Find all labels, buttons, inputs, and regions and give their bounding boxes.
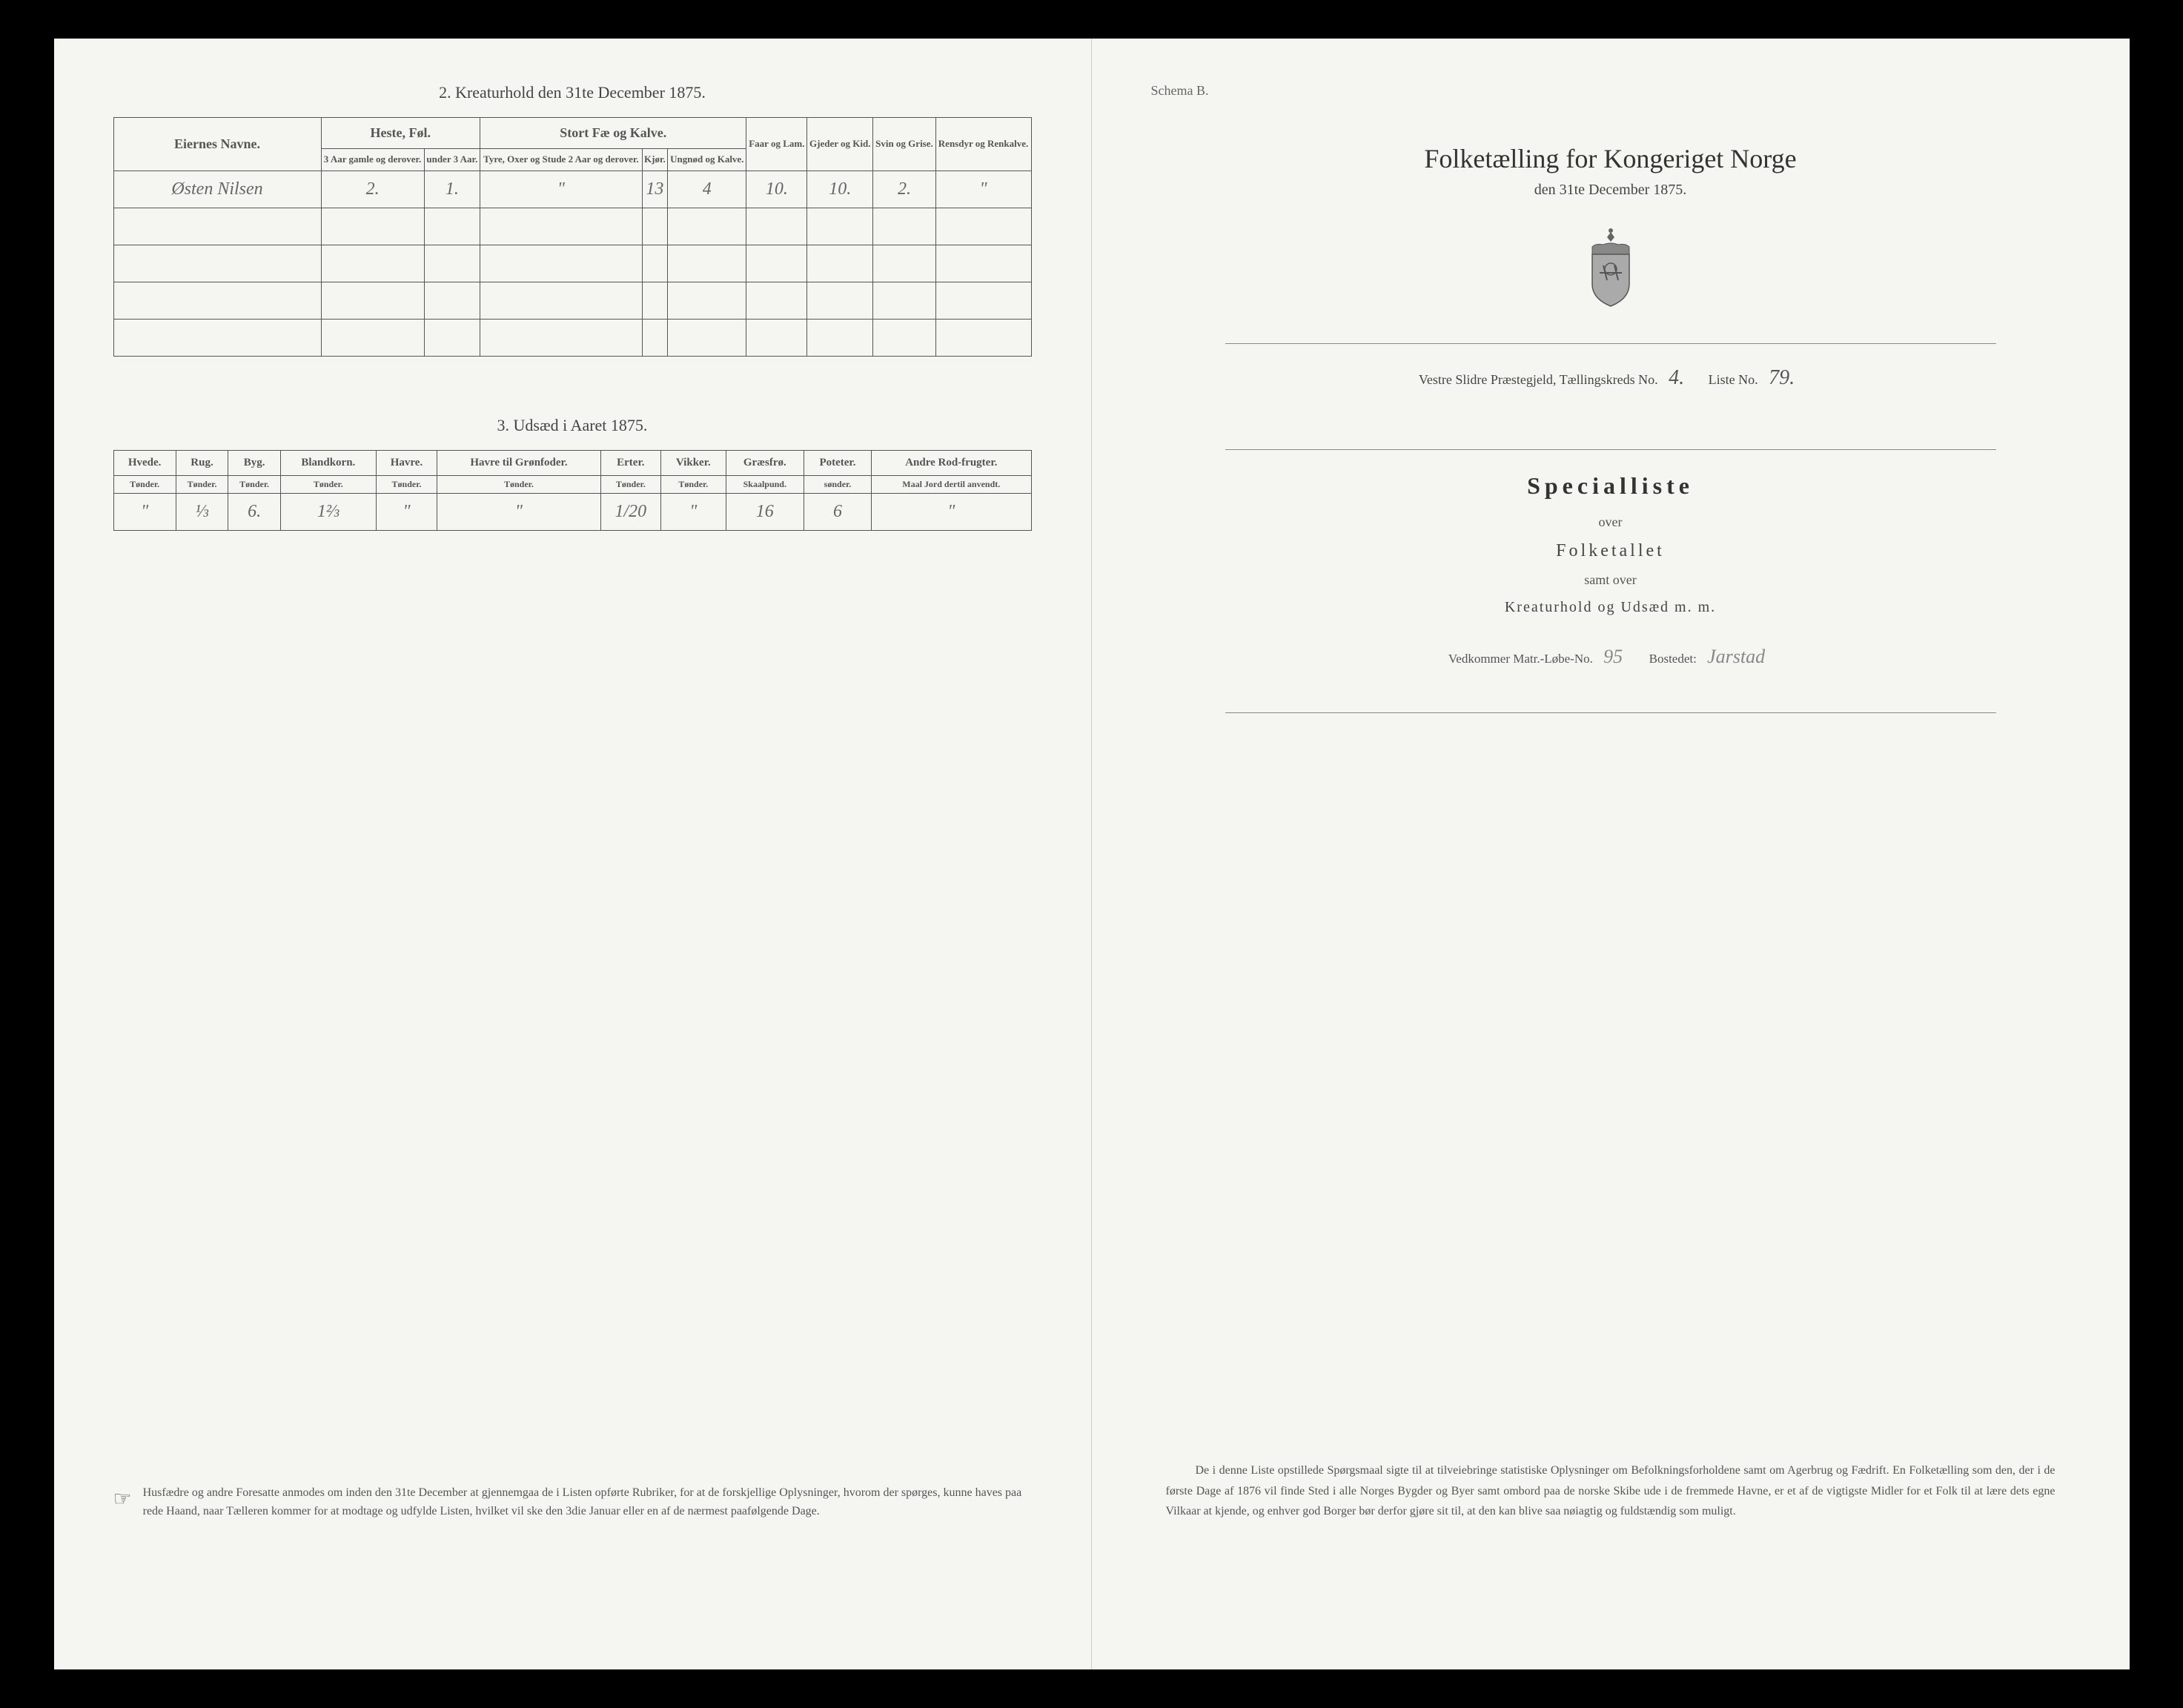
vedk-no: 95 — [1603, 646, 1623, 667]
left-footer: ☞ Husfædre og andre Foresatte anmodes om… — [113, 1483, 1032, 1521]
census-document: 2. Kreaturhold den 31te December 1875. E… — [54, 39, 2130, 1669]
cell: " — [660, 493, 726, 530]
right-page: Schema B. Folketælling for Kongeriget No… — [1092, 39, 2130, 1669]
th-unit: Tønder. — [376, 475, 437, 493]
cell: 4 — [668, 171, 746, 208]
th-unit: Tønder. — [176, 475, 228, 493]
cell: " — [437, 493, 600, 530]
th-gjeder: Gjeder og Kid. — [807, 118, 873, 171]
cell: 2. — [321, 171, 424, 208]
cell: 13 — [642, 171, 667, 208]
spec-over: over — [1151, 514, 2070, 530]
spec-samt: samt over — [1151, 572, 2070, 588]
cell: 1⅔ — [280, 493, 376, 530]
cell: 1/20 — [600, 493, 660, 530]
crest-icon — [1151, 228, 2070, 314]
cell: ⅓ — [176, 493, 228, 530]
th-unit: Tønder. — [660, 475, 726, 493]
cell: " — [376, 493, 437, 530]
right-footer: De i denne Liste opstillede Spørgsmaal s… — [1166, 1460, 2056, 1521]
cell: 10. — [746, 171, 807, 208]
cell-name: Østen Nilsen — [113, 171, 321, 208]
th-byg: Byg. — [228, 450, 281, 475]
cell: 2. — [873, 171, 935, 208]
th-unit: sønder. — [804, 475, 871, 493]
th-vikker: Vikker. — [660, 450, 726, 475]
th-erter: Erter. — [600, 450, 660, 475]
table-row — [113, 319, 1031, 356]
location-line: Vestre Slidre Præstegjeld, Tællingskreds… — [1151, 366, 2070, 390]
schema-label: Schema B. — [1151, 83, 2070, 99]
th-faar: Faar og Lam. — [746, 118, 807, 171]
table-row — [113, 208, 1031, 245]
cell: " — [872, 493, 1031, 530]
th-andre: Andre Rod-frugter. — [872, 450, 1031, 475]
divider — [1225, 343, 1996, 344]
table-row — [113, 245, 1031, 282]
th-svin: Svin og Grise. — [873, 118, 935, 171]
kreds-no: 4. — [1669, 366, 1684, 389]
th-havre: Havre. — [376, 450, 437, 475]
th-grasfro: Græsfrø. — [726, 450, 804, 475]
subtitle: den 31te December 1875. — [1151, 182, 2070, 199]
table-row: " ⅓ 6. 1⅔ " " 1/20 " 16 6 " — [113, 493, 1031, 530]
cell: 10. — [807, 171, 873, 208]
th-unit: Tønder. — [280, 475, 376, 493]
spec-title: Specialliste — [1151, 472, 2070, 500]
th-rug: Rug. — [176, 450, 228, 475]
main-title: Folketælling for Kongeriget Norge — [1151, 143, 2070, 174]
cell: 16 — [726, 493, 804, 530]
th-unit: Tønder. — [228, 475, 281, 493]
th-unit: Skaalpund. — [726, 475, 804, 493]
th-rensdyr: Rensdyr og Renkalve. — [935, 118, 1031, 171]
vedk-label: Vedkommer Matr.-Løbe-No. — [1448, 652, 1593, 666]
liste-label: Liste No. — [1709, 372, 1758, 387]
bostedet-label: Bostedet: — [1649, 652, 1697, 666]
cell: 1. — [424, 171, 480, 208]
th-heste: Heste, Føl. — [321, 118, 480, 149]
th-stort: Stort Fæ og Kalve. — [480, 118, 746, 149]
table-row: Østen Nilsen 2. 1. " 13 4 10. 10. 2. " — [113, 171, 1031, 208]
th-unit: Tønder. — [437, 475, 600, 493]
spec-kreatur: Kreaturhold og Udsæd m. m. — [1151, 599, 2070, 616]
liste-no: 79. — [1769, 366, 1795, 389]
th-heste-sub1: 3 Aar gamle og derover. — [321, 149, 424, 171]
divider — [1225, 712, 1996, 713]
th-blandkorn: Blandkorn. — [280, 450, 376, 475]
th-unit: Tønder. — [113, 475, 176, 493]
cell: " — [480, 171, 643, 208]
th-stort-sub3: Ungnød og Kalve. — [668, 149, 746, 171]
footer-text: Husfædre og andre Foresatte anmodes om i… — [143, 1483, 1032, 1521]
spec-folketallet: Folketallet — [1151, 541, 2070, 561]
table-row — [113, 282, 1031, 319]
pointer-icon: ☞ — [113, 1483, 132, 1521]
cell: 6. — [228, 493, 281, 530]
th-havre-gron: Havre til Grønfoder. — [437, 450, 600, 475]
udsaed-table: Hvede. Rug. Byg. Blandkorn. Havre. Havre… — [113, 450, 1032, 531]
cell: 6 — [804, 493, 871, 530]
cell: " — [935, 171, 1031, 208]
location-prefix: Vestre Slidre Præstegjeld, Tællingskreds… — [1419, 372, 1658, 387]
th-unit: Tønder. — [600, 475, 660, 493]
kreaturhold-table: Eiernes Navne. Heste, Føl. Stort Fæ og K… — [113, 117, 1032, 357]
th-heste-sub2: under 3 Aar. — [424, 149, 480, 171]
section2-title: 2. Kreaturhold den 31te December 1875. — [113, 83, 1032, 102]
section3-title: 3. Udsæd i Aaret 1875. — [113, 416, 1032, 435]
th-hvede: Hvede. — [113, 450, 176, 475]
bostedet-line: Vedkommer Matr.-Løbe-No. 95 Bostedet: Ja… — [1151, 646, 2070, 668]
th-stort-sub2: Kjør. — [642, 149, 667, 171]
divider — [1225, 449, 1996, 450]
cell: " — [113, 493, 176, 530]
bostedet-val: Jarstad — [1707, 646, 1765, 667]
left-page: 2. Kreaturhold den 31te December 1875. E… — [54, 39, 1092, 1669]
th-poteter: Poteter. — [804, 450, 871, 475]
th-eier: Eiernes Navne. — [113, 118, 321, 171]
th-stort-sub1: Tyre, Oxer og Stude 2 Aar og derover. — [480, 149, 643, 171]
th-unit: Maal Jord dertil anvendt. — [872, 475, 1031, 493]
